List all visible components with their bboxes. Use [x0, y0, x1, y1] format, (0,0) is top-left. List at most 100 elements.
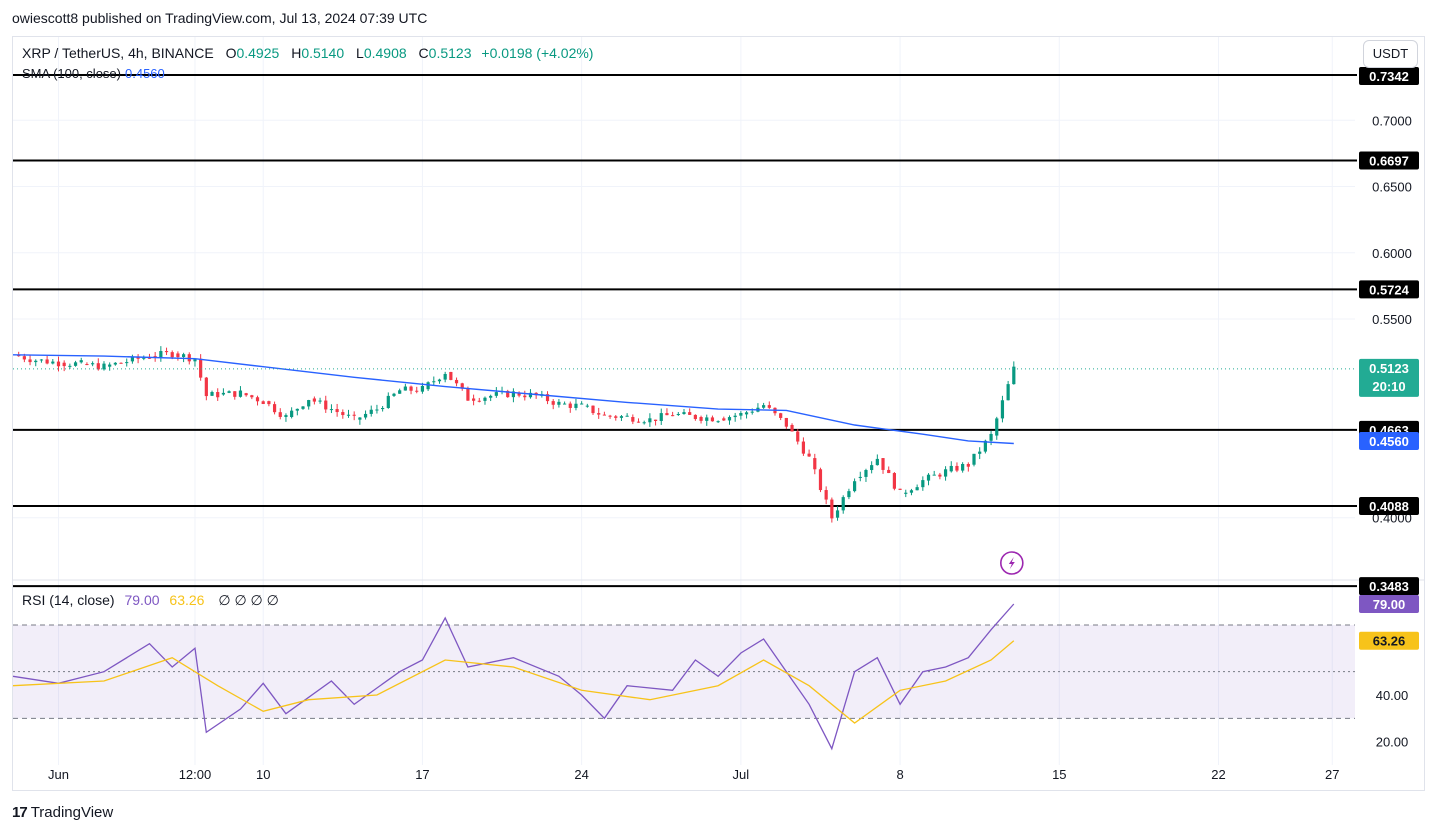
candle-body	[824, 490, 828, 500]
candle-body	[898, 488, 902, 490]
level-tag-box	[1359, 280, 1419, 299]
candle-body	[852, 481, 857, 492]
candle-body	[972, 453, 976, 465]
candle-body	[199, 358, 203, 378]
candle-body	[574, 403, 578, 408]
candle-body	[796, 431, 800, 442]
rsi-legend[interactable]: RSI (14, close) 79.00 63.26 ∅ ∅ ∅ ∅	[22, 592, 279, 609]
candle-body	[34, 360, 38, 363]
level-tag-box	[1359, 497, 1419, 516]
price-tick-label: 0.6500	[1372, 180, 1412, 195]
candle-body	[216, 392, 220, 398]
candle-body	[727, 417, 732, 421]
candle-body	[597, 413, 601, 415]
candle-body	[1006, 384, 1010, 401]
symbol-name[interactable]: XRP / TetherUS, 4h, BINANCE	[22, 45, 214, 61]
candle-body	[261, 401, 265, 405]
currency-button[interactable]: USDT	[1363, 40, 1418, 68]
candle-body	[176, 353, 180, 358]
candle-body	[290, 410, 294, 418]
time-tick-label: 15	[1052, 767, 1066, 782]
candle-body	[227, 391, 231, 393]
candle-body	[398, 390, 402, 394]
candle-body	[932, 474, 936, 476]
rsi-tick-label: 40.00	[1376, 688, 1409, 703]
candle-body	[955, 465, 959, 471]
candle-body	[403, 386, 407, 391]
sma-label: SMA (100, close)	[22, 66, 121, 81]
candle-body	[762, 405, 766, 408]
candle-body	[693, 414, 697, 420]
close-value: 0.5123	[428, 45, 472, 61]
candle-body	[847, 491, 851, 498]
candle-body	[921, 480, 925, 488]
candle-body	[989, 433, 993, 441]
open-label: O	[225, 45, 237, 61]
level-tag-text: 0.4088	[1369, 499, 1409, 514]
sma-legend[interactable]: SMA (100, close) 0.4560	[22, 66, 165, 81]
current-price-tag-text: 0.5123	[1369, 361, 1409, 376]
candle-body	[659, 413, 663, 421]
candle-body	[568, 403, 572, 408]
candle-body	[91, 363, 95, 365]
rsi-label: RSI (14, close)	[22, 592, 115, 608]
candle-body	[324, 400, 328, 410]
time-tick-label: 22	[1211, 767, 1225, 782]
candle-body	[460, 383, 464, 389]
current-price-tag-box	[1359, 358, 1419, 397]
candle-body	[415, 390, 419, 392]
candle-body	[102, 363, 106, 370]
candle-body	[841, 497, 845, 511]
time-tick-label: 24	[574, 767, 588, 782]
candle-body	[159, 351, 163, 358]
candle-body	[147, 357, 152, 359]
price-tick-label: 0.5500	[1372, 312, 1412, 327]
candle-body	[733, 415, 737, 418]
candle-body	[278, 412, 282, 417]
candle-body	[858, 476, 862, 478]
rsi-ma-line	[12, 640, 1015, 724]
candle-body	[181, 354, 186, 358]
candle-body	[477, 400, 481, 402]
candle-body	[193, 359, 197, 362]
candle-body	[830, 499, 834, 519]
time-tick-label: 17	[415, 767, 429, 782]
candle-body	[904, 492, 908, 494]
candle-body	[346, 414, 351, 416]
candle-body	[682, 412, 686, 414]
change-value: +0.0198 (+4.02%)	[481, 45, 594, 61]
candle-body	[466, 388, 470, 401]
candle-body	[432, 381, 436, 383]
candle-body	[409, 386, 413, 391]
high-label: H	[291, 45, 302, 61]
time-tick-label: 8	[896, 767, 903, 782]
candle-body	[602, 414, 606, 416]
candle-body	[591, 405, 595, 414]
candle-body	[625, 415, 629, 417]
candle-body	[358, 417, 362, 420]
candle-body	[255, 397, 260, 402]
candle-body	[1012, 366, 1016, 385]
candle-body	[472, 398, 476, 401]
candle-body	[187, 354, 191, 362]
candle-body	[557, 401, 561, 405]
candle-body	[381, 407, 385, 410]
low-value: 0.4908	[363, 45, 407, 61]
candle-body	[750, 411, 754, 413]
candle-body	[961, 464, 965, 471]
sma-tag-text: 0.4560	[1369, 434, 1409, 449]
footer-brand[interactable]: 17 TradingView	[12, 804, 113, 821]
candle-body	[631, 417, 635, 422]
candle-body	[335, 409, 339, 413]
candle-body	[307, 400, 311, 407]
candle-body	[523, 395, 527, 398]
candle-body	[926, 474, 931, 481]
candle-body	[284, 415, 288, 417]
candle-body	[813, 458, 817, 470]
candle-body	[449, 371, 453, 380]
candle-body	[983, 440, 987, 452]
candle-body	[119, 362, 123, 364]
candle-body	[386, 395, 390, 408]
candle-body	[130, 356, 135, 362]
